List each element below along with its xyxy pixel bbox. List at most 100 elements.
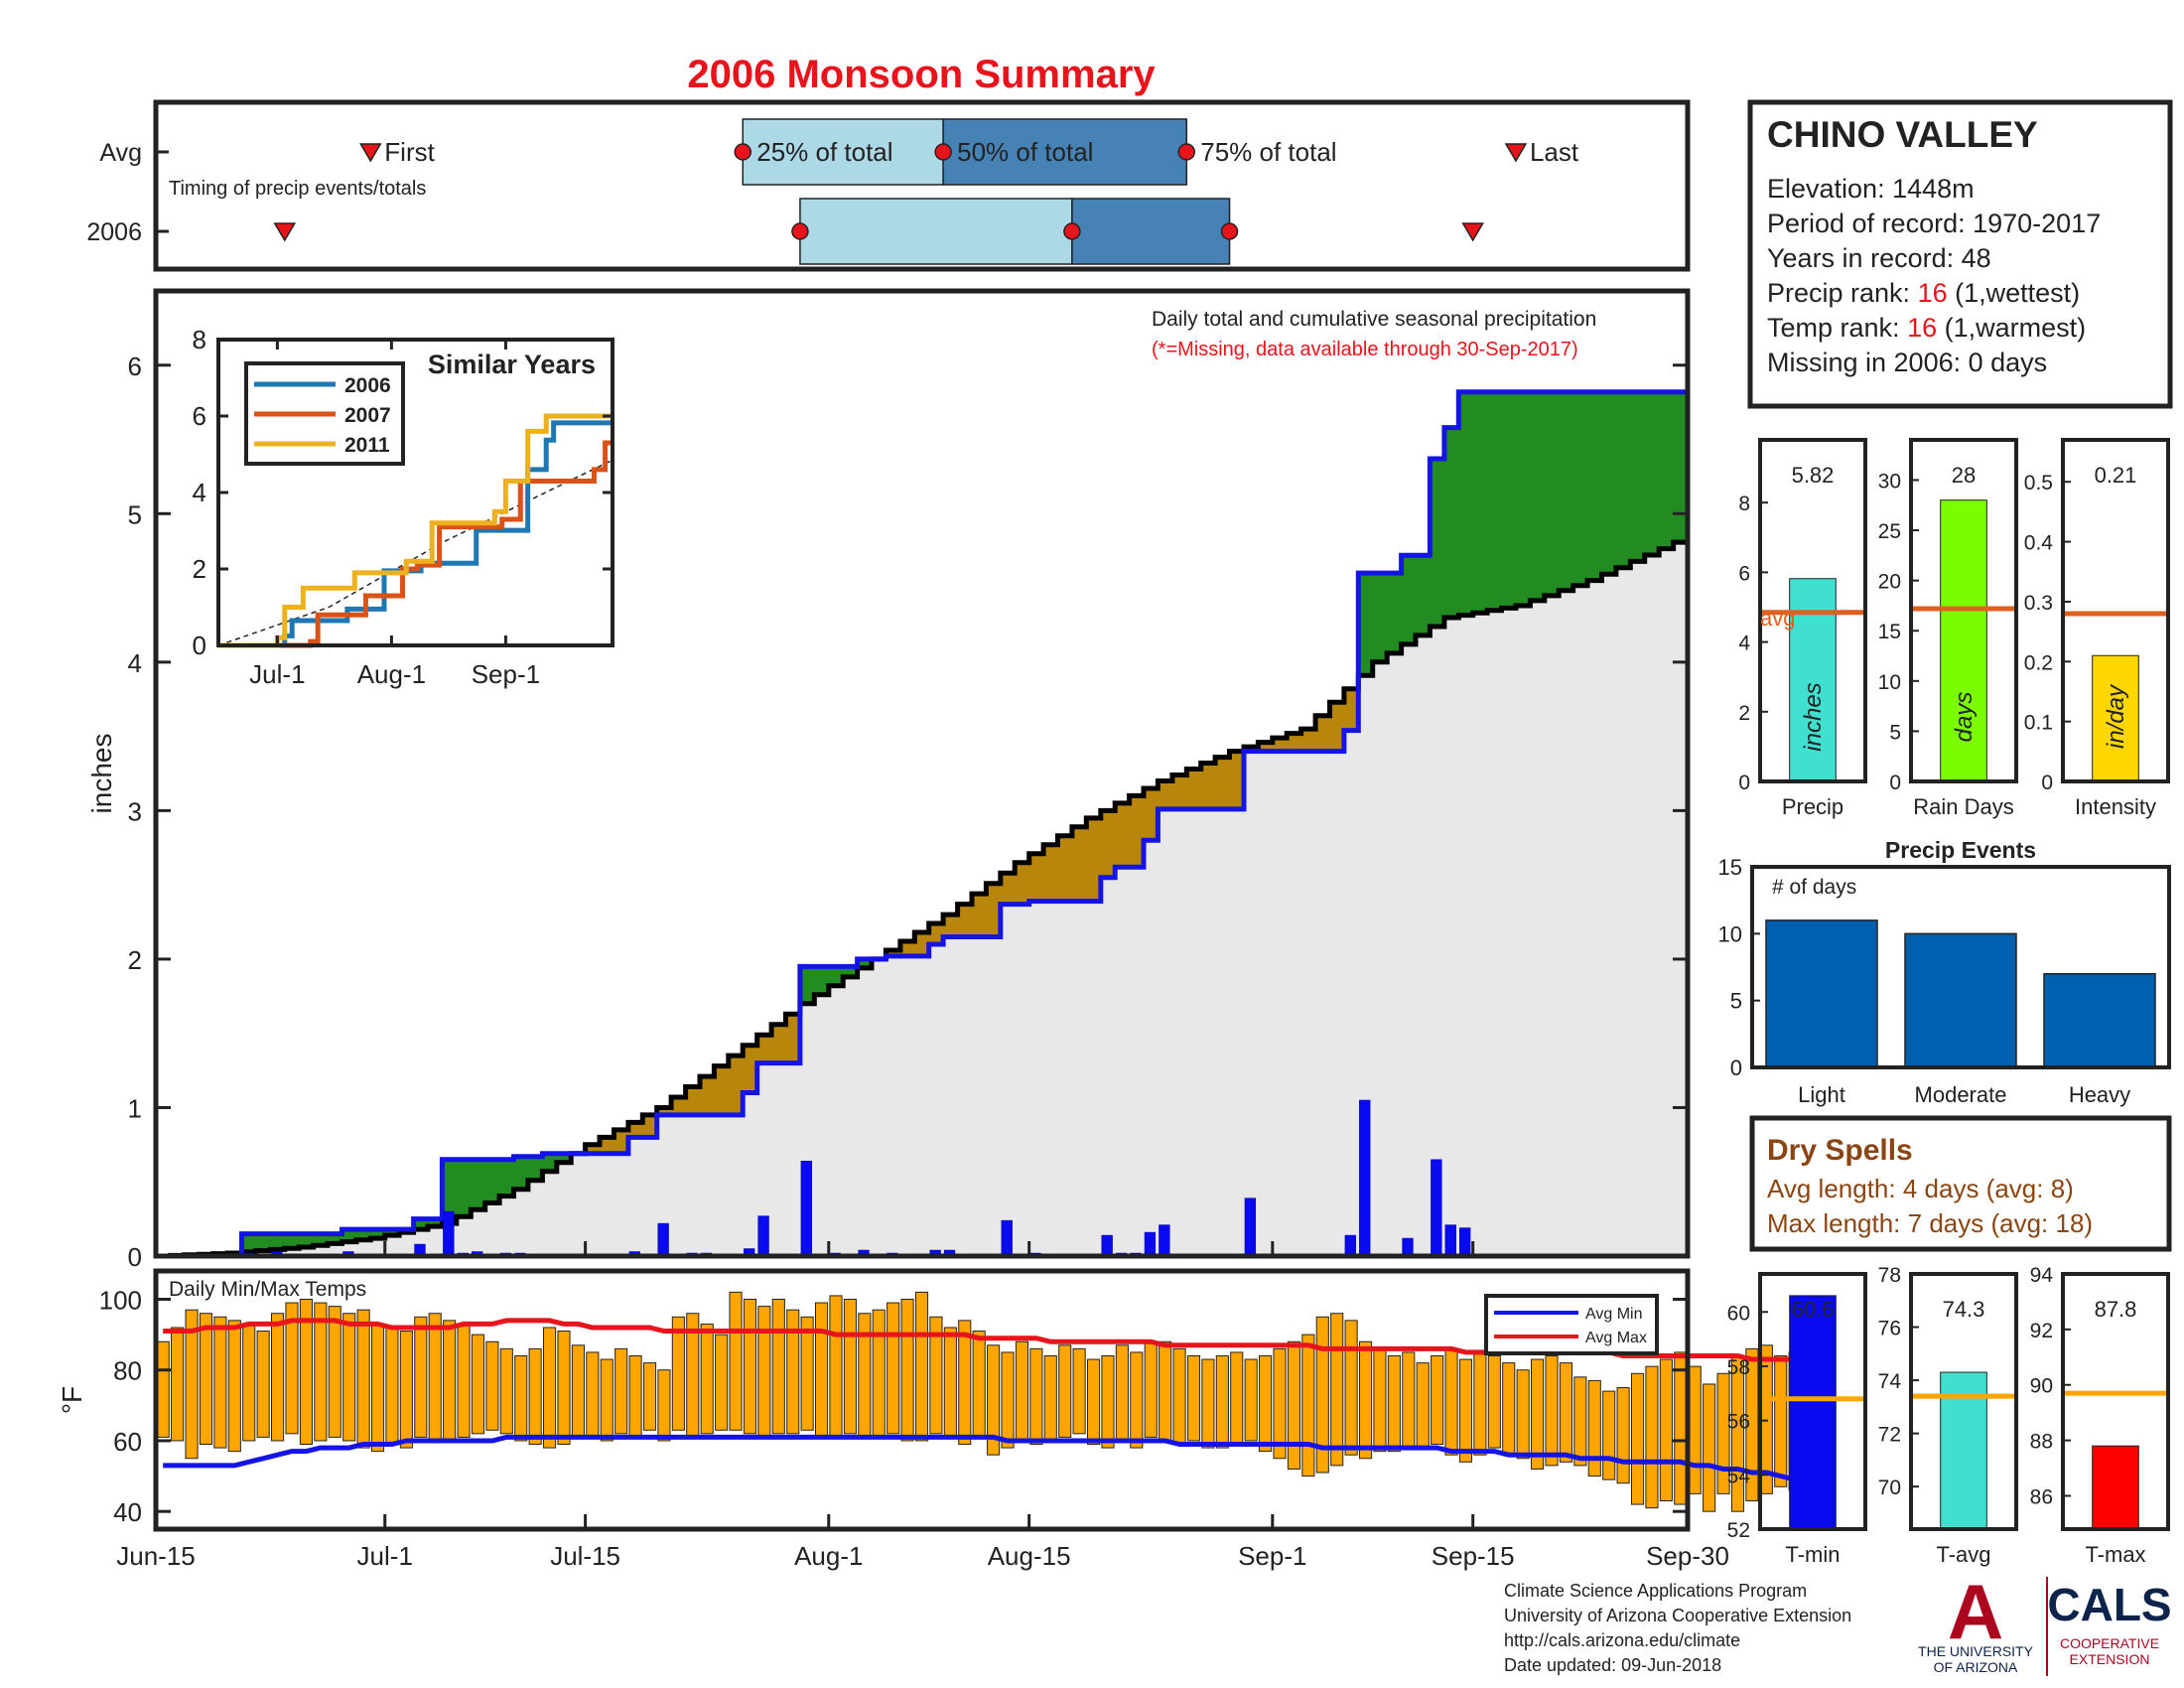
events-title: Precip Events [1885,837,2036,863]
tstat-0-frame [1758,1272,1867,1531]
temp-range-bar [943,1327,957,1438]
stat-1-y-tick-label: 30 [1878,470,1901,492]
inset-title: Similar Years [428,350,596,379]
temp-range-bar [385,1327,399,1446]
dry-spells-frame [1749,1115,2172,1252]
stat-2-y-tick-label: 0 [2041,772,2053,794]
precip-stats-panels: 0 2 4 6 8 5.82 Precip inches 0 5 10 15 20 25 30 28 Rain … [1738,438,2170,819]
inset-y-tick-label: 4 [193,478,206,507]
timing-label: Timing of precip events/totals [169,178,426,200]
tstat-2-y-tick-label: 94 [2030,1264,2054,1287]
stat-1-y-tick-label: 5 [1889,721,1901,744]
precip-rank-line: Precip rank: 16 (1,wettest) [1767,278,2080,308]
temp-range-bar [457,1323,471,1438]
temp-range-bar [271,1313,285,1442]
tstat-2-value-label: 87.8 [2095,1297,2137,1322]
temp-range-bar [1373,1347,1387,1453]
temp-range-bar [1703,1383,1716,1512]
dry-spells-max: Max length: 7 days (avg: 18) [1767,1208,2093,1238]
temp-range-bar [1273,1347,1287,1460]
tstat-1-y-tick-label: 72 [1878,1424,1901,1447]
temp-range-bar [1774,1354,1788,1487]
cals-logo: CALS [2047,1579,2171,1630]
temp-range-bar [671,1316,685,1431]
tstat-2-y-tick-label: 86 [2030,1485,2053,1508]
temp-rank-value: 16 [1907,313,1937,343]
temp-range-bar [328,1306,341,1438]
tstat-2-frame [2061,1272,2170,1531]
temp-range-bar [1730,1354,1745,1512]
daily-precip-bar [757,1215,769,1257]
temp-range-bar [370,1323,385,1453]
timing-frame [153,99,1691,272]
temp-range-bar [1487,1354,1501,1449]
station-info-box: CHINO VALLEY Elevation: 1448m Period of re… [1747,99,2173,409]
timing-row-label-2006: 2006 [86,218,142,246]
precip-rank-suffix: (1,wettest) [1948,278,2081,308]
avg-box-25-50 [742,118,944,186]
temp-frame [153,1268,1691,1532]
timing-row-label-avg: Avg [99,139,142,167]
daily-precip-bar [1159,1224,1170,1257]
temp-range-bar [1416,1362,1430,1449]
temp-range-bar [958,1320,972,1446]
legend-label-avg-max: Avg Max [1585,1330,1647,1346]
temp-range-bar [1072,1347,1086,1435]
ua-logo-line1: THE UNIVERSITY [1918,1643,2034,1659]
stat-1-unit-label: days [1951,692,1978,743]
temp-range-bar [414,1316,428,1438]
tstat-0-y-tick-label: 60 [1727,1302,1750,1325]
stat-2-y-tick-label: 0.1 [2024,712,2053,735]
precip-avg-label: avg [1760,606,1795,631]
avg-p75-marker [1177,143,1196,161]
temp-range-bar [657,1369,671,1442]
temp-range-bar [242,1323,256,1442]
events-y-tick-label: 0 [1730,1055,1742,1080]
stat-1-y-tick-label: 0 [1889,772,1901,794]
tstat-0-y-tick-label: 54 [1727,1465,1751,1487]
y2006-p75-marker [1220,222,1239,240]
precip-frame [153,288,1691,1259]
x-tick-label: Jul-1 [357,1541,413,1571]
temp-range-bar [1602,1390,1616,1480]
tstat-0-y-tick-label: 56 [1727,1411,1750,1434]
daily-precip-bar [443,1210,455,1257]
gray-fill-group [156,542,1688,1256]
temp-y-tick-label: 80 [113,1356,142,1386]
y2006-box-50-75 [1071,198,1231,265]
cumulative-2006-line [156,389,1688,1259]
label-first: First [384,137,435,167]
x-tick-label: Sep-30 [1646,1541,1729,1571]
stat-0-xlabel: Precip [1782,794,1843,819]
temp-range-bar [156,1340,170,1438]
temp-y-tick-label: 60 [113,1427,142,1457]
temp-rank-suffix: (1,warmest) [1937,313,2086,343]
temp-range-bar [1259,1354,1273,1453]
ua-logo-letter: A [1948,1568,2003,1655]
tstat-0-value-label: 60.6 [1792,1297,1835,1322]
temp-range-bar [499,1347,513,1435]
inset-x-tick-label: Sep-1 [472,659,540,689]
daily-precip-bar [1359,1099,1371,1257]
event-bar-moderate [1904,932,2017,1068]
temp-range-bar [614,1347,628,1435]
stat-0-value-label: 5.82 [1792,463,1835,488]
temp-range-bar [199,1313,213,1446]
precip-events-panel: Light Moderate Heavy 0 5 10 15 Precip Events # o… [1718,837,2171,1107]
cals-logo-line1: COOPERATIVE [2060,1635,2159,1651]
event-bar-heavy [2043,972,2156,1068]
tstat-0-xlabel: T-min [1786,1542,1841,1567]
temp-stats-panels: 52 54 56 58 60 60.6 T-min 70 72 74 76 78 74.3 T-avg 86… [1727,1264,2170,1567]
tstat-0-y-tick-label: 52 [1727,1519,1750,1542]
stat-0-y-tick-label: 0 [1738,772,1750,794]
inset-x-tick-label: Jul-1 [249,659,305,689]
tstat-1-y-tick-label: 76 [1878,1318,1901,1340]
footer-line: Date updated: 09-Jun-2018 [1504,1655,1721,1675]
station-period: Period of record: 1970-2017 [1767,209,2101,238]
gray-fill-area [156,542,1688,1256]
event-category-label: Moderate [1915,1082,2007,1107]
temp-range-bar [715,1334,729,1431]
x-tick-label: Jul-15 [550,1541,620,1571]
daily-precip-bar [1144,1231,1157,1257]
tstat-1-y-tick-label: 74 [1878,1370,1902,1393]
